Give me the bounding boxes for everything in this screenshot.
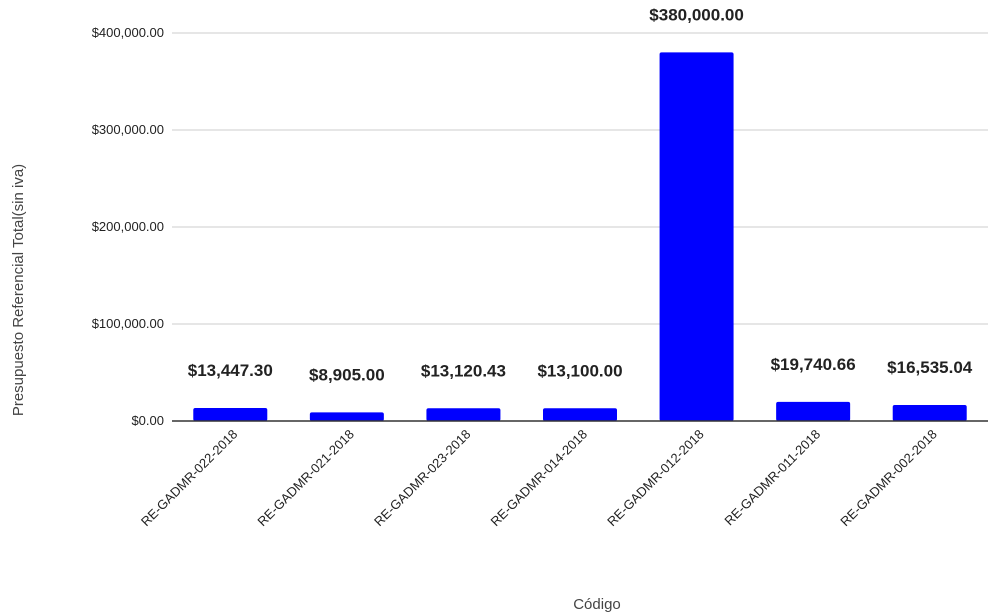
bar: [193, 407, 268, 421]
x-tick-label: RE-GADMR-023-2018: [371, 427, 474, 530]
bar: [659, 52, 734, 422]
bar: [309, 412, 384, 421]
y-tick-label: $300,000.00: [92, 122, 164, 137]
x-tick-label: RE-GADMR-014-2018: [488, 427, 591, 530]
x-axis-title: Código: [573, 596, 621, 613]
x-tick-label: RE-GADMR-012-2018: [604, 427, 707, 530]
y-tick-labels: $0.00 $100,000.00 $200,000.00 $300,000.00 $4…: [92, 25, 164, 428]
bar: [892, 404, 967, 421]
data-label: $13,120.43: [421, 361, 506, 380]
data-label: $380,000.00: [649, 5, 744, 24]
y-tick-label: $200,000.00: [92, 219, 164, 234]
x-tick-labels: RE-GADMR-022-2018 RE-GADMR-021-2018 RE-GAD…: [138, 427, 940, 530]
x-tick-label: RE-GADMR-022-2018: [138, 427, 241, 530]
y-tick-label: $100,000.00: [92, 316, 164, 331]
y-tick-label: $400,000.00: [92, 25, 164, 40]
data-label: $16,535.04: [887, 358, 973, 377]
data-label: $8,905.00: [309, 365, 385, 384]
bar: [776, 401, 851, 421]
bar: [426, 408, 501, 421]
x-tick-label: RE-GADMR-011-2018: [721, 427, 823, 529]
y-axis-title: Presupuesto Referencial Total(sin iva): [10, 164, 27, 416]
bar: [543, 408, 617, 421]
x-tick-label: RE-GADMR-002-2018: [837, 427, 940, 530]
bars: [193, 52, 967, 422]
y-tick-label: $0.00: [131, 413, 164, 428]
data-labels: $13,447.30 $8,905.00 $13,120.43 $13,100.00 $…: [188, 5, 973, 384]
data-label: $13,447.30: [188, 361, 273, 380]
data-label: $19,740.66: [771, 355, 856, 374]
data-label: $13,100.00: [537, 361, 622, 380]
gridlines: [172, 32, 988, 325]
x-tick-label: RE-GADMR-021-2018: [254, 427, 357, 530]
